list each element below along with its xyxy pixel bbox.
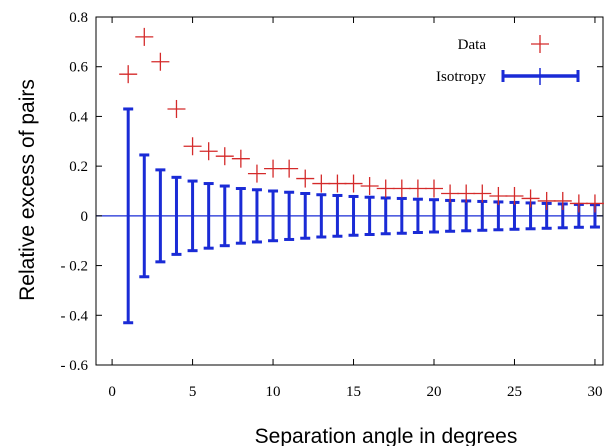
plot-frame xyxy=(95,16,604,366)
legend-sample-isotropy xyxy=(501,68,580,85)
data-point xyxy=(312,174,331,193)
data-point xyxy=(264,159,283,178)
y-tick-label: 0.4 xyxy=(69,109,88,125)
data-point xyxy=(505,186,524,205)
data-point xyxy=(392,179,411,198)
data-point xyxy=(569,194,588,213)
legend: Data Isotropy xyxy=(436,35,580,85)
isotropy-errorbar xyxy=(429,198,439,234)
isotropy-errorbar xyxy=(268,189,279,243)
data-point xyxy=(183,137,202,156)
data-point xyxy=(537,191,556,210)
isotropy-errorbar xyxy=(171,175,182,256)
data-point xyxy=(119,65,138,84)
isotropy-errorbar xyxy=(155,168,166,264)
data-point xyxy=(280,159,299,178)
isotropy-errorbar xyxy=(251,188,262,244)
isotropy-errorbar xyxy=(364,195,375,236)
x-tick-label: 20 xyxy=(427,384,442,400)
x-tick-label: 5 xyxy=(189,384,197,400)
data-point xyxy=(408,179,427,198)
y-tick-label: 0.2 xyxy=(69,159,88,175)
data-point xyxy=(231,149,250,168)
isotropy-errorbar xyxy=(139,153,150,279)
data-point xyxy=(489,186,508,205)
isotropy-errorbar xyxy=(332,193,343,238)
legend-sample-data xyxy=(531,35,549,53)
y-tick-label: 0.6 xyxy=(69,60,88,76)
x-tick-label: 25 xyxy=(507,384,522,400)
x-tick-label: 0 xyxy=(108,384,116,400)
data-point xyxy=(344,174,363,193)
isotropy-errorbar xyxy=(284,190,295,241)
legend-label-isotropy: Isotropy xyxy=(436,69,486,85)
data-point xyxy=(328,174,347,193)
data-point xyxy=(296,169,315,188)
isotropy-errorbar xyxy=(412,197,423,235)
y-tick-label: - 0.6 xyxy=(61,358,89,374)
data-point xyxy=(553,191,572,210)
data-point xyxy=(473,184,492,203)
x-tick-label: 30 xyxy=(587,384,602,400)
isotropy-errorbar xyxy=(235,187,246,245)
isotropy-errorbar xyxy=(380,196,391,236)
data-point xyxy=(135,27,154,46)
isotropy-errorbar xyxy=(300,191,311,240)
x-tick-label: 15 xyxy=(346,384,361,400)
isotropy-errorbar xyxy=(203,182,214,250)
data-point xyxy=(360,177,379,196)
data-point xyxy=(215,147,234,166)
data-point xyxy=(441,184,460,203)
isotropy-errorbar xyxy=(348,194,359,237)
plot-border xyxy=(95,16,604,366)
isotropy-errorbar xyxy=(219,184,230,248)
data-point xyxy=(585,194,604,213)
isotropy-errorbar xyxy=(123,107,134,325)
y-axis-title: Relative excess of pairs xyxy=(16,79,39,301)
data-point xyxy=(151,52,170,71)
data-series xyxy=(119,27,604,213)
data-point xyxy=(425,179,443,198)
legend-label-data: Data xyxy=(458,37,487,53)
isotropy-errorbar xyxy=(316,193,327,239)
data-point xyxy=(457,184,476,203)
tick-layer: 0 5 10 15 20 25 30 - 0.6 - 0.4 - 0.2 0 0.2 0.4 0.6 0.8 xyxy=(61,10,603,400)
y-tick-label: - 0.4 xyxy=(61,308,89,324)
y-tick-label: - 0.2 xyxy=(61,259,89,275)
data-point xyxy=(376,179,395,198)
x-axis-title: Separation angle in degrees xyxy=(255,425,518,446)
isotropy-errorbar xyxy=(187,179,198,253)
x-tick-label: 10 xyxy=(266,384,281,400)
data-point xyxy=(247,164,266,183)
y-tick-label: 0.8 xyxy=(69,10,88,26)
data-point xyxy=(167,99,186,118)
data-point xyxy=(521,189,540,208)
isotropy-errorbar xyxy=(396,196,407,235)
y-tick-label: 0 xyxy=(81,209,89,225)
data-point xyxy=(199,142,218,161)
